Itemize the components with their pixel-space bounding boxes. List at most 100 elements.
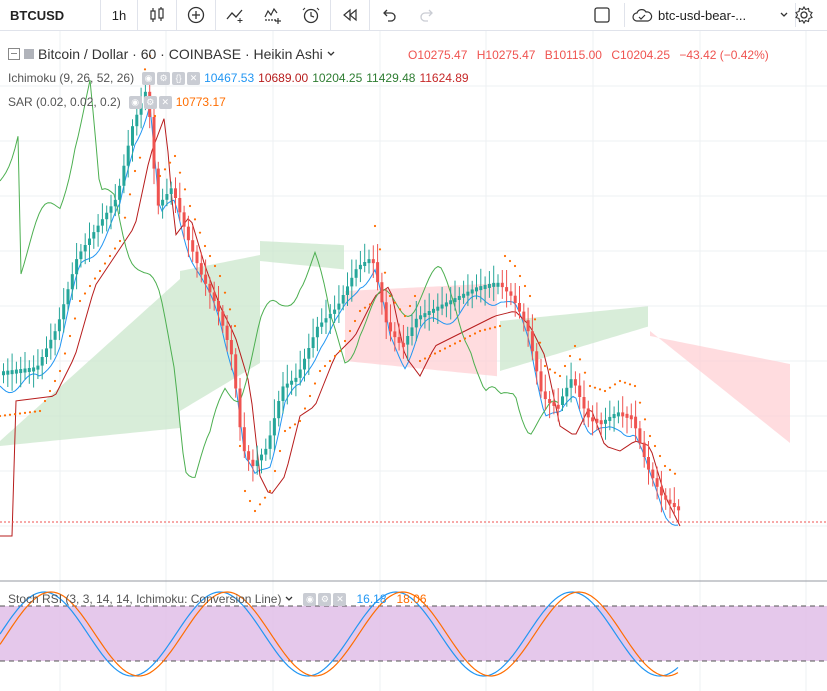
candles-icon[interactable] [138, 0, 177, 30]
sar-legend[interactable]: SAR (0.02, 0.02, 0.2) ◉ ⚙ ✕ 10773.17 [8, 95, 230, 109]
candle-body [23, 368, 27, 373]
candle-body [131, 126, 134, 146]
sar-dot [548, 368, 552, 371]
price-chart[interactable] [0, 31, 827, 691]
candle-body [83, 245, 87, 252]
stoch-legend[interactable]: Stoch RSI (3, 3, 14, 14, Ichimoku: Conve… [8, 592, 431, 606]
candle-body [277, 401, 281, 419]
sar-dot [313, 382, 317, 385]
candle-body [251, 459, 255, 467]
gear-icon: ⚙ [143, 95, 157, 109]
sar-dot [173, 154, 177, 158]
candle-body [561, 396, 564, 405]
candle-body [79, 251, 83, 260]
candle-body [10, 370, 14, 375]
candle-body [655, 478, 659, 487]
candle-body [569, 379, 573, 388]
sar-dot [543, 364, 547, 368]
layout-selector[interactable]: btc-usd-bear-... [624, 3, 796, 27]
candle-body [591, 417, 595, 422]
chevron-down-icon[interactable] [327, 50, 335, 58]
sar-dot [68, 334, 72, 338]
candle-body [629, 415, 633, 420]
sar-dot [443, 347, 447, 350]
sar-dot [123, 216, 127, 219]
sar-dot [648, 434, 652, 438]
sar-dot [38, 409, 42, 413]
sar-dot [593, 386, 597, 389]
change-value: −43.42 (−0.42%) [679, 48, 769, 62]
gear-icon[interactable] [790, 3, 818, 27]
sar-dot [528, 294, 532, 298]
parabolic-sar-dots [0, 54, 677, 513]
candle-body [225, 325, 229, 340]
sar-dot [643, 418, 647, 421]
sar-value: 10773.17 [175, 95, 226, 109]
sar-dot [8, 413, 12, 416]
replay-icon[interactable] [331, 0, 370, 30]
alert-icon[interactable] [292, 0, 331, 30]
symbol-search[interactable]: BTCUSD [0, 0, 101, 30]
candle-body [122, 165, 126, 186]
sar-dot [183, 188, 187, 191]
fullscreen-icon[interactable] [588, 3, 616, 27]
sar-dot [433, 352, 437, 355]
candle-body [556, 404, 560, 409]
candle-body [311, 337, 315, 348]
candle-body [410, 327, 414, 336]
sar-dot [48, 389, 52, 393]
candle-body [96, 225, 100, 233]
candle-body [647, 457, 650, 470]
sar-dot [143, 68, 147, 71]
candle-body [40, 357, 44, 366]
candle-body [535, 351, 539, 372]
chevron-down-icon[interactable] [285, 595, 293, 603]
indicator-controls[interactable]: ◉ ⚙ ✕ [303, 592, 347, 606]
candle-body [298, 369, 302, 378]
eye-icon: ◉ [303, 592, 317, 606]
candle-body [118, 185, 122, 200]
candle-body [247, 451, 251, 460]
candle-body [423, 313, 427, 318]
candle-body [595, 418, 599, 423]
sar-dot [473, 332, 477, 335]
line-tool-icon[interactable] [216, 0, 254, 30]
sar-dot [533, 318, 537, 321]
sar-dot [338, 349, 342, 353]
undo-icon[interactable] [370, 0, 408, 30]
sar-dot [33, 410, 37, 413]
gear-icon: ⚙ [157, 71, 171, 85]
sar-dot [158, 174, 162, 178]
sar-dot [358, 309, 362, 313]
sar-dot [598, 388, 602, 391]
collapse-icon[interactable] [8, 48, 20, 60]
sar-dot [138, 156, 142, 159]
sar-dot [208, 254, 212, 258]
ichimoku-legend[interactable]: Ichimoku (9, 26, 52, 26) ◉ ⚙{} ✕ 10467.53 … [8, 71, 473, 85]
sar-dot [478, 329, 482, 333]
sar-dot [28, 411, 32, 414]
candle-body [174, 188, 177, 198]
stoch-d-value: 18.06 [396, 592, 427, 606]
indicator-controls[interactable]: ◉ ⚙{} ✕ [142, 71, 201, 85]
sar-dot [658, 454, 662, 458]
candle-body [462, 293, 466, 298]
sar-dot [98, 269, 102, 273]
interval-button[interactable]: 1h [101, 0, 138, 30]
sar-dot [438, 349, 442, 353]
candle-body [221, 311, 225, 326]
sar-dot [213, 264, 217, 268]
candle-body [268, 435, 272, 449]
indicator-controls[interactable]: ◉ ⚙ ✕ [128, 95, 172, 109]
candle-body [376, 262, 380, 283]
fib-tool-icon[interactable] [254, 0, 292, 30]
candle-body [182, 212, 186, 227]
candle-body [303, 358, 306, 370]
candle-body [672, 503, 676, 507]
candle-body [36, 365, 40, 370]
add-indicator-icon[interactable] [177, 0, 216, 30]
candle-body [483, 285, 487, 290]
sar-dot [108, 254, 112, 258]
sar-dot [508, 259, 512, 263]
candle-body [419, 315, 423, 320]
